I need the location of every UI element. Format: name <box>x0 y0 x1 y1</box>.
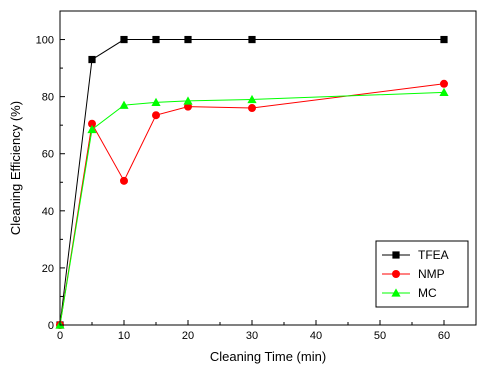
x-tick-label: 50 <box>374 330 386 342</box>
data-point <box>120 176 128 185</box>
y-axis-title: Cleaning Efficiency (%) <box>8 101 23 235</box>
x-tick-label: 60 <box>438 330 450 342</box>
data-point <box>88 55 96 64</box>
legend: TFEA NMP MC <box>375 240 469 308</box>
axis-ticks: 0 10 20 30 40 50 60 0 20 40 60 80 100 <box>36 35 450 342</box>
data-point <box>152 35 160 44</box>
x-tick-label: 40 <box>310 330 322 342</box>
legend-label: NMP <box>418 267 445 281</box>
data-point <box>440 35 448 44</box>
legend-label: MC <box>418 286 437 300</box>
x-tick-label: 30 <box>246 330 258 342</box>
series-markers-mc <box>55 87 449 329</box>
x-tick-label: 10 <box>118 330 130 342</box>
x-axis-title: Cleaning Time (min) <box>210 349 326 364</box>
legend-item: MC <box>382 286 437 300</box>
data-point <box>440 79 448 88</box>
data-point <box>151 97 161 107</box>
data-point <box>88 119 96 128</box>
legend-marker <box>392 270 400 278</box>
x-tick-label: 20 <box>182 330 194 342</box>
legend-item: NMP <box>382 267 445 281</box>
data-point <box>87 124 97 134</box>
legend-item: TFEA <box>382 248 449 262</box>
data-point <box>184 102 192 111</box>
plot-area <box>55 35 449 329</box>
data-point <box>120 35 128 44</box>
data-point <box>248 104 256 113</box>
data-point <box>248 35 256 44</box>
legend-marker <box>391 288 401 297</box>
legend-marker <box>392 251 400 259</box>
data-point <box>183 96 193 105</box>
legend-label: TFEA <box>418 248 449 262</box>
plot-frame <box>59 10 477 326</box>
y-tick-label: 40 <box>42 206 54 218</box>
data-point <box>152 111 160 120</box>
y-tick-label: 60 <box>42 149 54 161</box>
y-tick-label: 0 <box>48 320 54 332</box>
data-point <box>119 100 129 109</box>
x-tick-label: 0 <box>57 330 63 342</box>
y-tick-label: 80 <box>42 92 54 104</box>
data-point <box>439 87 449 97</box>
data-point <box>247 94 257 104</box>
y-tick-label: 20 <box>42 263 54 275</box>
y-tick-label: 100 <box>36 35 54 47</box>
data-point <box>184 35 192 44</box>
